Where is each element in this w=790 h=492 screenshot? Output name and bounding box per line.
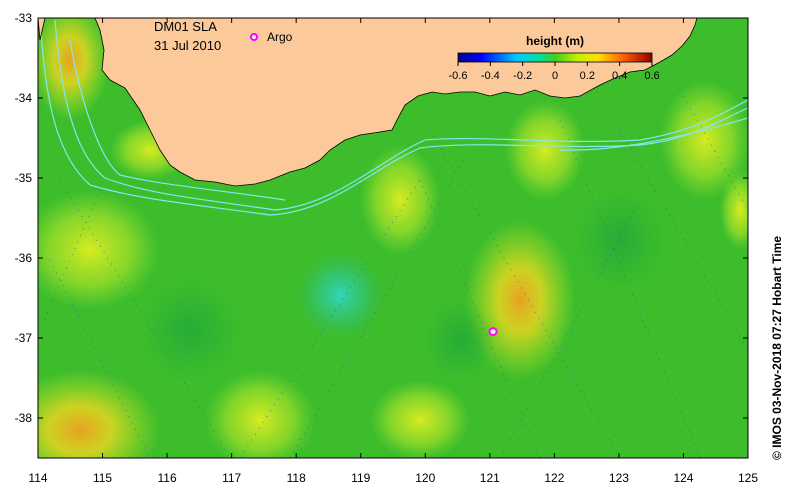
colorbar-tick-label: 0.2 xyxy=(580,70,595,82)
x-tick-label: 115 xyxy=(93,471,112,485)
x-axis-ticks: 114 115 116 117 118 119 120 121 122 123 124 125 xyxy=(28,18,758,485)
sla-field xyxy=(38,18,748,458)
sla-contours xyxy=(39,19,748,216)
x-tick-label: 114 xyxy=(28,471,47,485)
x-tick-label: 123 xyxy=(609,471,629,485)
colorbar-tick-label: 0 xyxy=(552,70,558,82)
map-date: 31 Jul 2010 xyxy=(154,38,221,53)
y-tick-label: -38 xyxy=(15,411,33,425)
x-tick-label: 118 xyxy=(287,471,306,485)
land-west xyxy=(38,18,46,41)
y-tick-label: -34 xyxy=(15,91,33,105)
satellite-tracks xyxy=(39,89,748,458)
credit-label: © IMOS 03-Nov-2018 07:27 Hobart Time xyxy=(770,236,784,460)
x-tick-label: 120 xyxy=(415,471,435,485)
colorbar-tick-label: -0.4 xyxy=(481,70,500,82)
colorbar-ticks: -0.6 -0.4 -0.2 0 0.2 0.4 0.6 xyxy=(449,62,660,82)
x-tick-label: 117 xyxy=(222,471,241,485)
map-plot-area xyxy=(38,18,748,458)
x-tick-label: 125 xyxy=(738,471,758,485)
argo-legend-icon xyxy=(250,33,258,41)
y-axis-ticks: -33 -34 -35 -36 -37 -38 xyxy=(15,11,748,425)
x-tick-label: 121 xyxy=(480,471,500,485)
argo-legend-label: Argo xyxy=(267,30,293,44)
argo-float-marker xyxy=(488,327,498,337)
y-tick-label: -37 xyxy=(15,331,33,345)
x-tick-label: 116 xyxy=(158,471,177,485)
colorbar-title: height (m) xyxy=(526,34,584,48)
y-tick-label: -33 xyxy=(15,11,33,25)
plot-frame xyxy=(37,17,749,459)
x-tick-label: 124 xyxy=(673,471,693,485)
colorbar-gradient xyxy=(457,52,653,63)
colorbar-tick-label: -0.2 xyxy=(513,70,532,82)
x-tick-label: 119 xyxy=(351,471,370,485)
x-tick-label: 122 xyxy=(544,471,564,485)
y-tick-label: -35 xyxy=(15,171,33,185)
colorbar-tick-label: 0.6 xyxy=(644,70,659,82)
colorbar-tick-label: -0.6 xyxy=(449,70,468,82)
map-title: DM01 SLA xyxy=(154,19,217,34)
y-tick-label: -36 xyxy=(15,251,33,265)
colorbar: height (m) -0.6 -0.4 -0.2 0 0.2 0.4 0.6 xyxy=(449,34,660,82)
colorbar-tick-label: 0.4 xyxy=(612,70,627,82)
